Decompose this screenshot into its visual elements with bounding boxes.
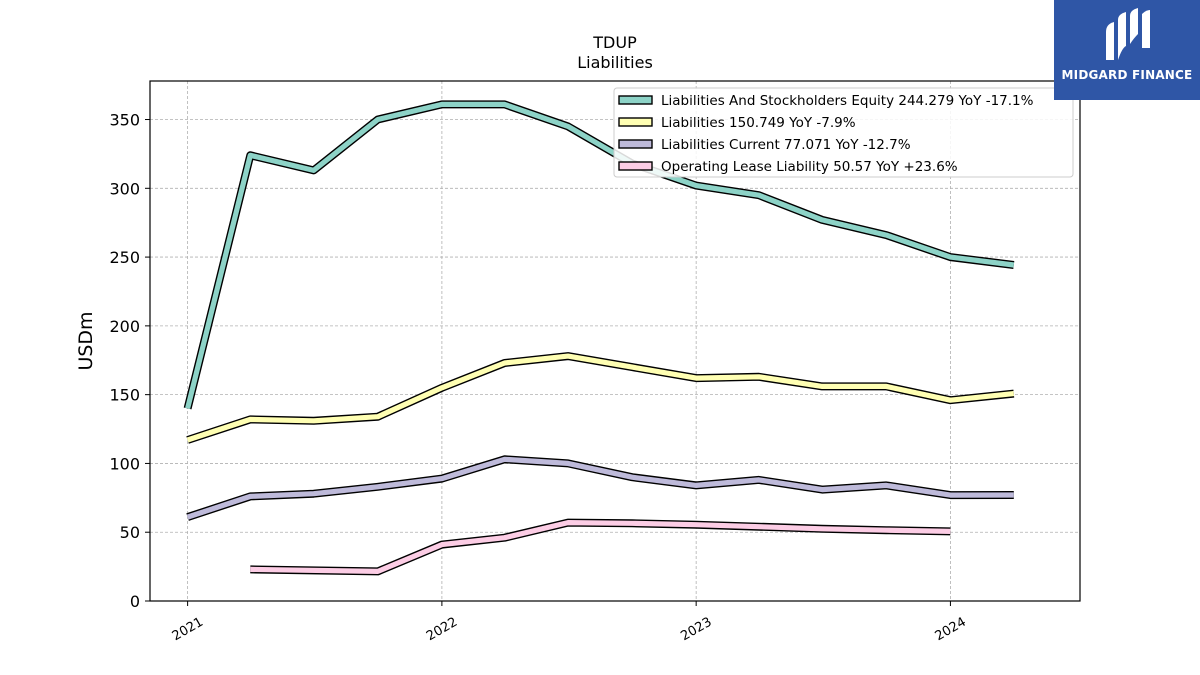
- legend-swatch-2: [618, 139, 653, 149]
- legend-swatch-3: [618, 161, 653, 171]
- legend: Liabilities And Stockholders Equity 244.…: [613, 87, 1074, 178]
- legend-swatch-0: [618, 95, 653, 105]
- y-tick-label: 150: [109, 386, 140, 405]
- y-tick-label: 50: [120, 523, 140, 542]
- midgard-logo-icon: [1106, 8, 1150, 60]
- y-tick-label: 350: [109, 111, 140, 130]
- chart-subtitle: Liabilities: [577, 53, 653, 72]
- legend-label-0: Liabilities And Stockholders Equity 244.…: [661, 93, 1034, 109]
- y-axis-label: USDm: [75, 311, 97, 370]
- brand-logo-text: MIDGARD FINANCE: [1061, 68, 1193, 82]
- legend-box: [613, 87, 1074, 178]
- series-line-0: [185, 101, 1015, 410]
- legend-label-3: Operating Lease Liability 50.57 YoY +23.…: [661, 159, 958, 175]
- series-line-3: [250, 519, 951, 575]
- series-line-1: [186, 353, 1015, 443]
- chart-title: TDUP: [592, 33, 637, 52]
- y-tick-label: 100: [109, 454, 140, 473]
- y-tick-label: 200: [109, 317, 140, 336]
- y-tick-label: 250: [109, 248, 140, 267]
- y-tick-label: 0: [130, 592, 140, 611]
- series-line-2: [186, 456, 1014, 520]
- legend-label-1: Liabilities 150.749 YoY -7.9%: [661, 115, 856, 131]
- plot-frame: [149, 80, 1081, 602]
- y-tick-label: 300: [109, 179, 140, 198]
- legend-swatch-1: [618, 117, 653, 127]
- brand-logo: MIDGARD FINANCE: [1054, 0, 1200, 100]
- legend-label-2: Liabilities Current 77.071 YoY -12.7%: [661, 137, 911, 153]
- series-lines: [183, 100, 1015, 576]
